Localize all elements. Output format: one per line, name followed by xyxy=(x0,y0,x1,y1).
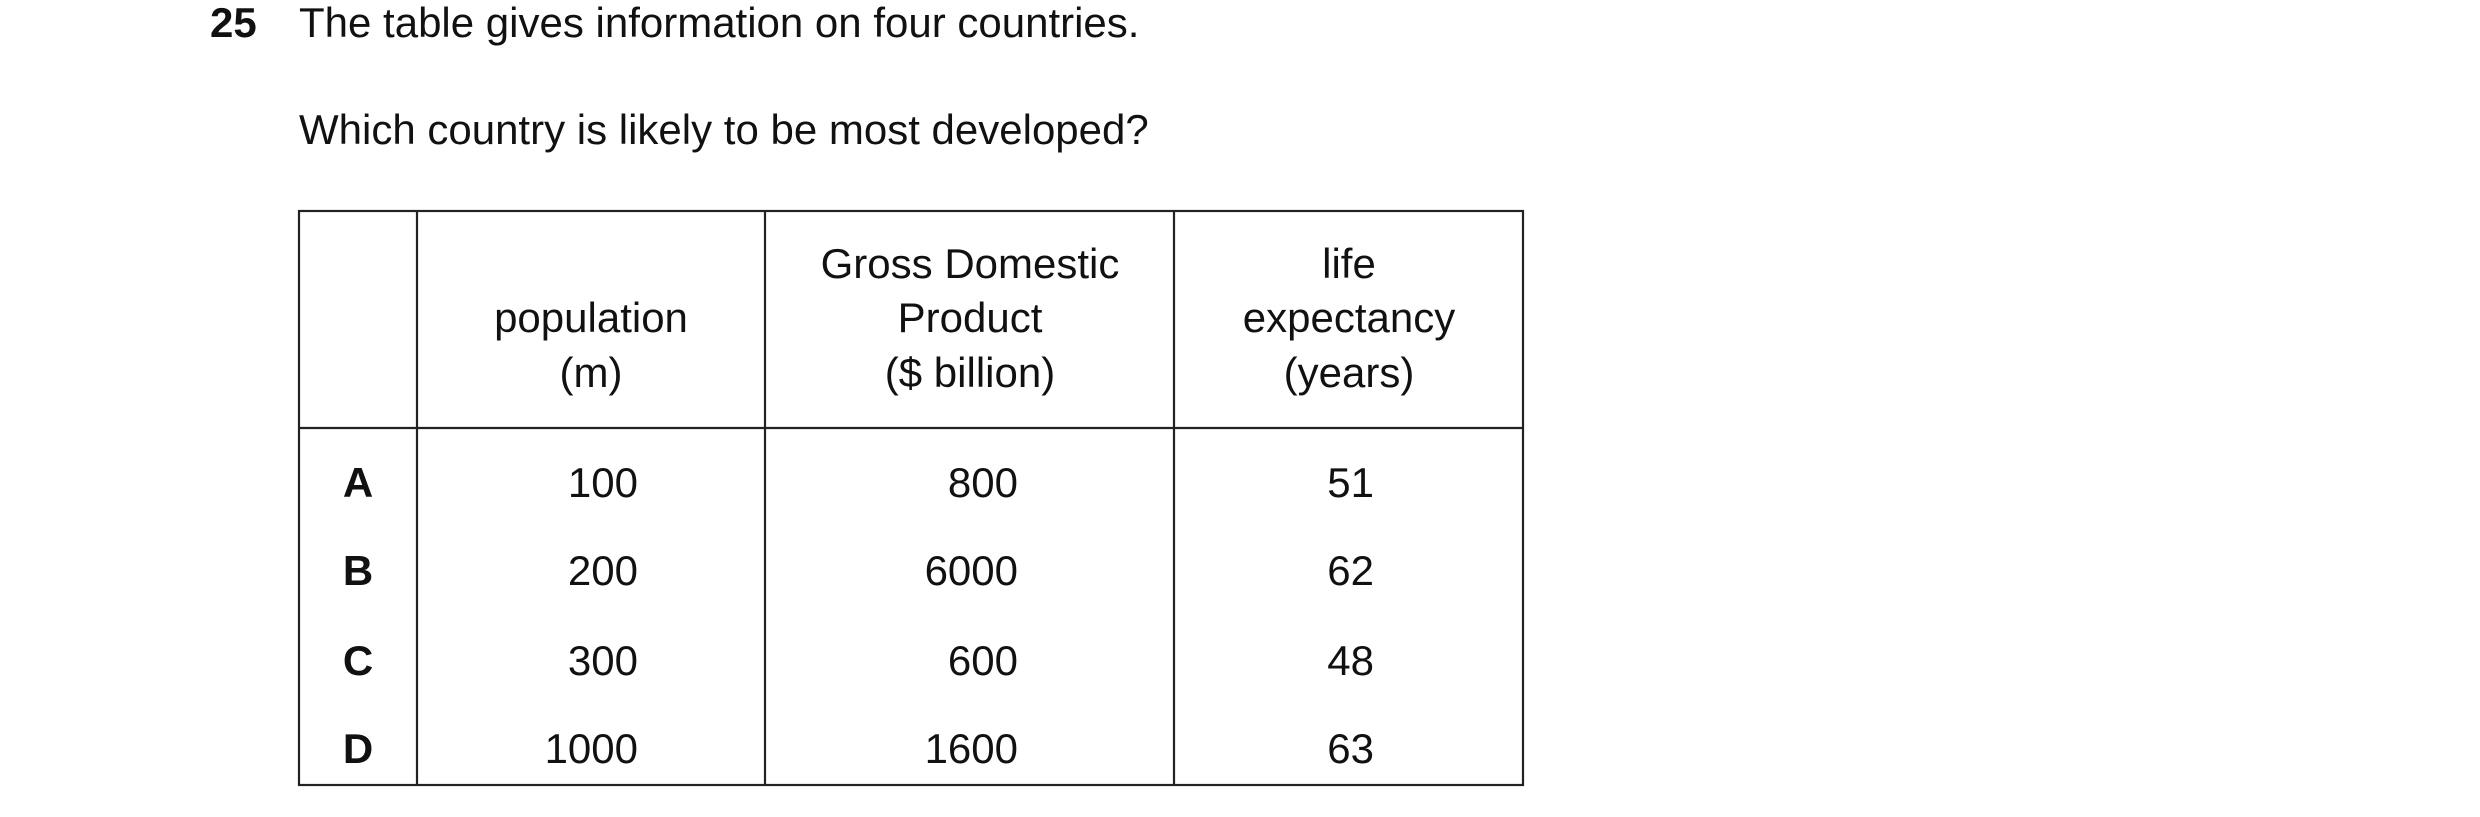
table-cell: 200 xyxy=(568,547,638,594)
table-cell: 62 xyxy=(1327,547,1374,594)
question-number: 25 xyxy=(210,0,257,46)
table xyxy=(297,209,1525,787)
table-cell: 1600 xyxy=(925,725,1018,772)
table-cell: 300 xyxy=(568,637,638,684)
column-header: population xyxy=(494,294,688,341)
row-label: A xyxy=(343,459,373,506)
table-cell: 51 xyxy=(1327,459,1374,506)
table-cell: 800 xyxy=(948,459,1018,506)
table-cell: 48 xyxy=(1327,637,1374,684)
column-header: Gross Domestic xyxy=(821,240,1120,287)
question-text: The table gives information on four coun… xyxy=(299,0,1139,46)
table-cell: 6000 xyxy=(925,547,1018,594)
table-cell: 600 xyxy=(948,637,1018,684)
table-cell: 1000 xyxy=(545,725,638,772)
column-header: expectancy xyxy=(1243,294,1455,341)
column-header: (years) xyxy=(1284,349,1415,396)
row-label: D xyxy=(343,725,373,772)
table-cell: 100 xyxy=(568,459,638,506)
column-header: Product xyxy=(898,294,1043,341)
column-header: (m) xyxy=(560,349,623,396)
table-cell: 63 xyxy=(1327,725,1374,772)
row-label: B xyxy=(343,547,373,594)
column-header: life xyxy=(1322,240,1376,287)
question-text: Which country is likely to be most devel… xyxy=(299,106,1149,153)
row-label: C xyxy=(343,637,373,684)
table-border xyxy=(297,209,1525,787)
column-header: ($ billion) xyxy=(885,349,1055,396)
